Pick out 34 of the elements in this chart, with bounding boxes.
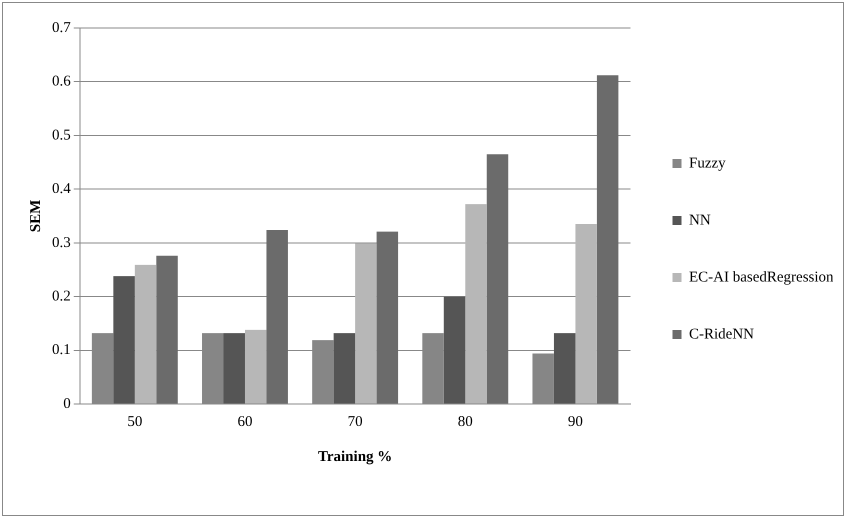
bar <box>444 296 466 404</box>
y-tick-label: 0.4 <box>52 181 72 198</box>
bar <box>596 75 618 404</box>
bar <box>244 330 266 404</box>
y-tick-label: 0.7 <box>52 20 72 36</box>
bar <box>465 204 487 404</box>
y-tick-label: 0 <box>63 396 71 412</box>
y-tick-label: 0.1 <box>52 342 71 358</box>
legend-label: EC-AI basedRegression <box>689 269 834 286</box>
bar <box>486 154 508 404</box>
bar <box>134 264 156 404</box>
y-tick-label: 0.5 <box>52 127 71 144</box>
x-tick-label: 60 <box>237 414 252 430</box>
bar <box>266 230 288 404</box>
bar <box>223 333 245 404</box>
y-tick-label: 0.2 <box>52 288 71 305</box>
legend-label: NN <box>689 212 711 228</box>
x-tick-label: 90 <box>568 414 583 430</box>
bar <box>355 243 377 404</box>
bar <box>156 256 178 404</box>
y-tick-label: 0.6 <box>52 74 72 90</box>
x-tick-label: 50 <box>127 414 142 430</box>
bar <box>113 276 135 404</box>
legend-label: Fuzzy <box>689 155 726 172</box>
x-tick-label: 70 <box>348 414 363 430</box>
bar <box>376 232 398 404</box>
x-axis-title: Training % <box>318 448 392 465</box>
y-tick-label: 0.3 <box>52 234 71 251</box>
bar <box>334 333 356 404</box>
bar <box>575 224 597 404</box>
y-axis-title: SEM <box>28 200 44 232</box>
x-tick-label: 80 <box>458 414 473 430</box>
bar <box>554 333 576 404</box>
legend-label: C-RideNN <box>689 326 754 342</box>
